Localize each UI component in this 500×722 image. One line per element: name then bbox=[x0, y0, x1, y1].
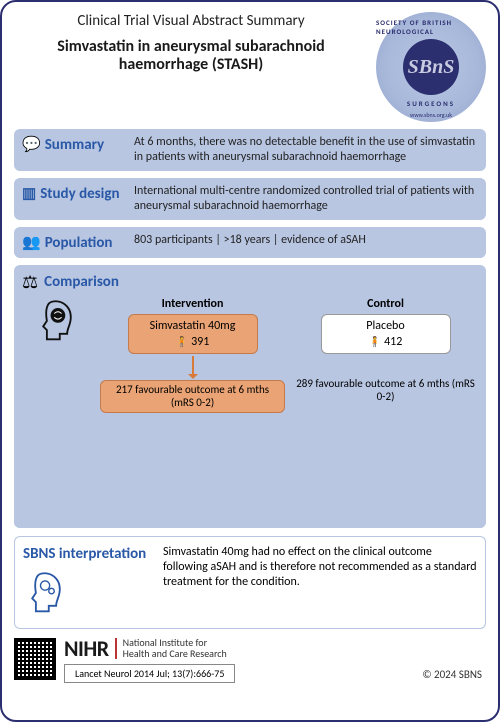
logo-monogram: SBnS bbox=[403, 39, 459, 95]
outcome-row-text: There was no significant difference betw… bbox=[132, 458, 433, 471]
comparison-header: ⚖ Comparison bbox=[22, 271, 478, 293]
population-text: 803 participants | >18 years | evidence … bbox=[134, 233, 478, 248]
books-icon: ▥ bbox=[22, 184, 36, 203]
header: Clinical Trial Visual Abstract Summary S… bbox=[14, 12, 486, 122]
outcome-row-text: There was no significant difference betw… bbox=[132, 445, 433, 458]
intervention-outcome: 217 favourable outcome at 6 mths (mRS 0-… bbox=[100, 380, 285, 413]
chart-tail: 19 (5%) 9 (2%) 37 (10%) bbox=[335, 490, 372, 501]
summary-label: 💬Summary bbox=[22, 135, 134, 154]
outcomes-lines: Clinical deteriorationThere was no signi… bbox=[22, 445, 478, 471]
chart-segment: 80 (20%) bbox=[139, 503, 185, 514]
qr-code bbox=[14, 638, 56, 680]
nihr-logo-text: NIHR bbox=[64, 635, 109, 662]
control-outcome: 289 favourable outcome at 6 mths (mRS 0-… bbox=[293, 378, 478, 403]
comparison-section: ⚖ Comparison Intervention Simvastatin 40… bbox=[14, 265, 486, 528]
chart-segment: 86 (21%) bbox=[255, 503, 305, 514]
intervention-arm: Intervention Simvastatin 40mg 🧍391 217 f… bbox=[100, 297, 285, 413]
chart-row-label: Simvastatin 40 mg bbox=[77, 491, 137, 500]
control-pill: Placebo 🧍412 bbox=[321, 314, 451, 354]
sbns-logo: SOCIETY OF BRITISH NEUROLOGICAL SBnS SUR… bbox=[376, 12, 486, 122]
population-section: 👥Population 803 participants | >18 years… bbox=[14, 227, 486, 258]
logo-url: www.sbns.org.uk bbox=[410, 111, 452, 119]
control-heading: Control bbox=[293, 297, 478, 311]
study-design-label: ▥Study design bbox=[22, 184, 134, 203]
chart-bar: 80 (20%)123 (31%)86 (21%)56 (14%) bbox=[139, 503, 339, 514]
study-design-text: International multi-centre randomized co… bbox=[134, 184, 478, 214]
study-design-section: ▥Study design International multi-centre… bbox=[14, 178, 486, 220]
nihr-subtitle: National Institute for Health and Care R… bbox=[115, 638, 227, 659]
comparison-label: Comparison bbox=[44, 273, 119, 291]
outcomes-label: Outcomes bbox=[61, 423, 124, 441]
study-design-label-text: Study design bbox=[40, 185, 119, 203]
person-icon: 🧍 bbox=[176, 335, 188, 348]
population-label: 👥Population bbox=[22, 233, 134, 252]
chart-bar: 82 (22%)118 (31%)71 (19%)43 (11%) bbox=[139, 490, 331, 501]
interpretation-label: SBNS interpretation bbox=[23, 545, 153, 563]
chart-segment: 56 (14%) bbox=[305, 503, 339, 514]
chart-row-1: Simvastatin 40 mg 82 (22%)118 (31%)71 (1… bbox=[77, 490, 443, 501]
chart-row-label: Placebo bbox=[77, 504, 137, 513]
summary-text: At 6 months, there was no detectable ben… bbox=[134, 135, 478, 165]
intervention-n: 391 bbox=[191, 335, 209, 349]
outcome-row-label: Clinical deterioration bbox=[22, 445, 132, 458]
page: Clinical Trial Visual Abstract Summary S… bbox=[0, 0, 500, 722]
outcomes-header: ⬚─⬚ Outcomes bbox=[22, 423, 478, 441]
copyright: © 2024 SBNS bbox=[422, 668, 482, 681]
intervention-name: Simvastatin 40mg bbox=[150, 319, 236, 333]
nihr-block: NIHR National Institute for Health and C… bbox=[64, 635, 235, 683]
citation: Lancet Neurol 2014 Jul; 13(7):666-75 bbox=[64, 664, 235, 683]
chart-tail: 16 (4%) 35 (9%) 7 (2%) bbox=[343, 503, 383, 514]
intervention-heading: Intervention bbox=[100, 297, 285, 311]
interpretation-left: SBNS interpretation bbox=[23, 545, 153, 620]
chart-segment: 123 (31%) bbox=[185, 503, 255, 514]
logo-text-top: SOCIETY OF BRITISH NEUROLOGICAL bbox=[376, 18, 486, 36]
outcome-row-label: Length of stay bbox=[22, 458, 132, 471]
speech-icon: 💬 bbox=[22, 135, 41, 154]
title-block: Clinical Trial Visual Abstract Summary S… bbox=[14, 12, 376, 75]
outcomes-section: ⬚─⬚ Outcomes Clinical deteriorationThere… bbox=[14, 417, 486, 528]
brain-icon bbox=[22, 297, 92, 343]
summary-label-text: Summary bbox=[45, 136, 104, 154]
people-icon: 👥 bbox=[22, 233, 41, 252]
logo-text-bottom: SURGEONS bbox=[407, 99, 455, 108]
person-icon: 🧍 bbox=[369, 335, 381, 348]
scales-icon: ⚖ bbox=[22, 271, 38, 293]
head-gears-icon bbox=[23, 569, 153, 620]
pre-title: Clinical Trial Visual Abstract Summary bbox=[14, 12, 368, 30]
chart-segment: 82 (22%) bbox=[139, 490, 189, 501]
control-name: Placebo bbox=[366, 319, 404, 333]
flowchart-icon: ⬚─⬚ bbox=[22, 424, 55, 441]
chart-title: A At 6 months (primary outcome) bbox=[77, 479, 443, 488]
chart-row-2: Placebo 80 (20%)123 (31%)86 (21%)56 (14%… bbox=[77, 503, 443, 514]
chart-segment: 71 (19%) bbox=[259, 490, 303, 501]
chart-segment: 43 (11%) bbox=[303, 490, 331, 501]
summary-section: 💬Summary At 6 months, there was no detec… bbox=[14, 129, 486, 171]
main-title: Simvastatin in aneurysmal subarachnoid h… bbox=[14, 38, 368, 75]
arrow-down-icon bbox=[192, 356, 194, 378]
footer: NIHR National Institute for Health and C… bbox=[14, 635, 486, 683]
intervention-pill: Simvastatin 40mg 🧍391 bbox=[128, 314, 258, 354]
population-label-text: Population bbox=[45, 234, 113, 252]
comparison-grid: Intervention Simvastatin 40mg 🧍391 217 f… bbox=[22, 297, 478, 413]
stacked-bar-chart: A At 6 months (primary outcome) Simvasta… bbox=[72, 475, 448, 520]
interpretation-section: SBNS interpretation Simvastatin 40mg had… bbox=[14, 536, 486, 629]
control-arm: Control Placebo 🧍412 289 favourable outc… bbox=[293, 297, 478, 403]
interpretation-text: Simvastatin 40mg had no effect on the cl… bbox=[163, 545, 477, 590]
control-n: 412 bbox=[384, 335, 402, 349]
chart-segment: 118 (31%) bbox=[189, 490, 259, 501]
